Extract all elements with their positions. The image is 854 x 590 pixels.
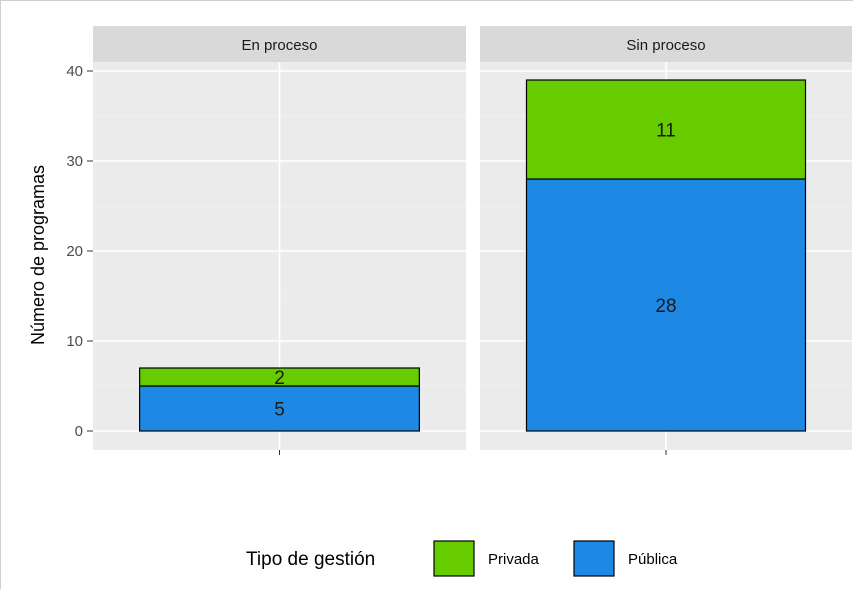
legend-label: Privada: [488, 551, 540, 568]
y-tick-label: 10: [66, 333, 83, 350]
facet-panel-2: Sin proceso 28 11: [480, 26, 852, 455]
facet-strip: [480, 26, 852, 62]
facet-strip-label: En proceso: [242, 37, 318, 54]
y-tick-label: 40: [66, 63, 83, 80]
bar-segment-privada: [525, 79, 807, 180]
bar-segment-pblica: [139, 385, 420, 432]
y-tick-label: 20: [66, 243, 83, 260]
legend-label: Pública: [628, 551, 678, 568]
bar-segment-pblica: [525, 178, 807, 432]
facet-strip-label: Sin proceso: [626, 37, 705, 54]
bar-value-label: 2: [274, 368, 285, 389]
facet-panel-1: En proceso 5 2: [93, 26, 466, 455]
bar-value-label: 11: [656, 121, 676, 142]
y-axis: 0 10 20 30 40: [66, 63, 93, 440]
legend: Tipo de gestión Privada Pública: [246, 540, 678, 577]
bar-segment-privada: [139, 367, 420, 387]
legend-key-privada: [433, 540, 475, 577]
y-axis-title: Número de programas: [28, 165, 48, 345]
legend-key-pblica: [573, 540, 615, 577]
y-tick-label: 0: [75, 423, 83, 440]
facet-panels: En proceso 5 2 Sin proceso 28 11: [93, 26, 852, 455]
facet-strip: [93, 26, 466, 62]
bar-value-label: 28: [655, 296, 676, 317]
bar-value-label: 5: [274, 400, 285, 421]
legend-title: Tipo de gestión: [246, 549, 375, 570]
y-tick-label: 30: [66, 153, 83, 170]
